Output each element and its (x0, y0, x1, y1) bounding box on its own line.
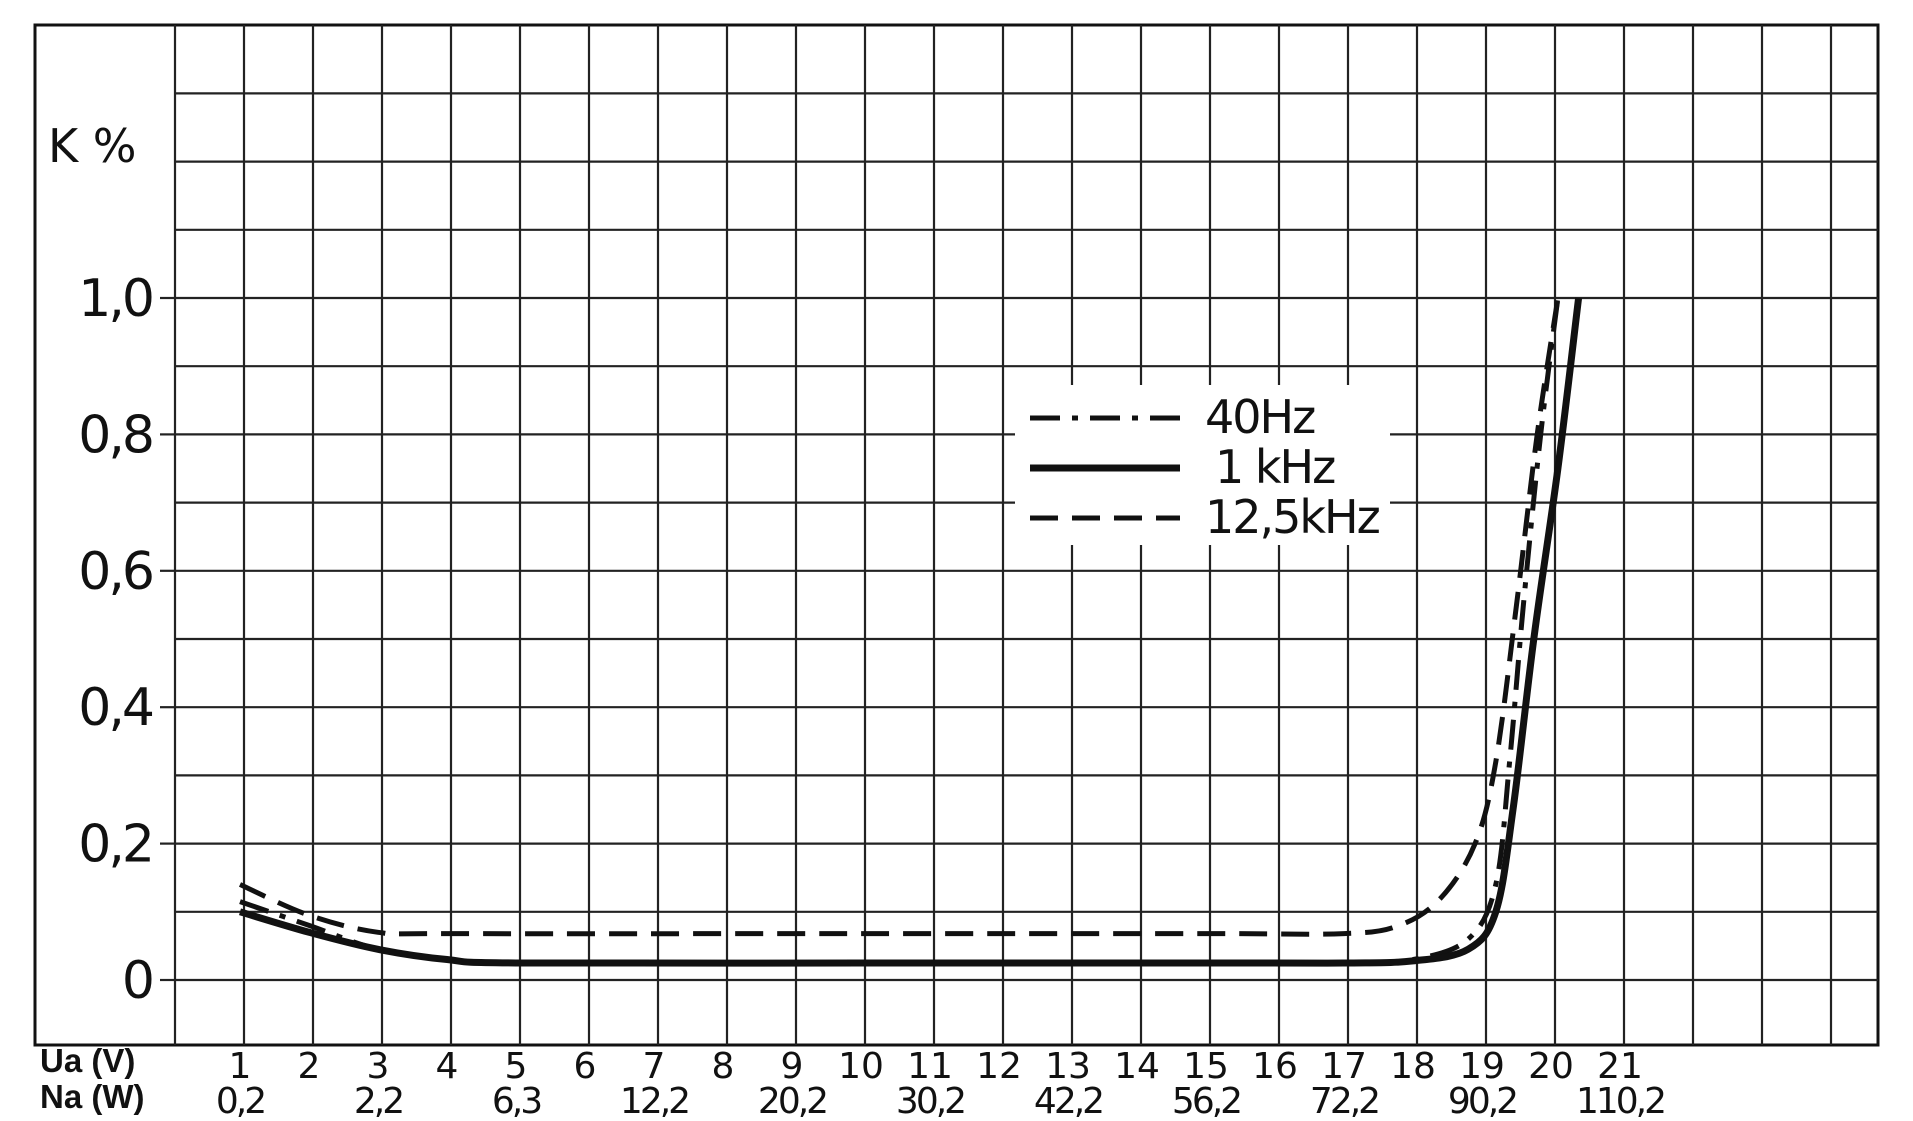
series-line-12-5khz (238, 297, 1561, 937)
x-tick-label-ua: 5 (505, 1046, 528, 1087)
x-tick-label-ua: 11 (907, 1046, 953, 1087)
x-tick-label-na: 2,2 (354, 1081, 402, 1121)
y-axis-label: K % (48, 119, 137, 173)
y-tick-label: 0,6 (78, 542, 152, 602)
x-tick-label-na: 0,2 (216, 1081, 264, 1121)
x-tick-label-ua: 15 (1183, 1046, 1229, 1087)
x-tick-label-ua: 20 (1528, 1046, 1574, 1087)
y-tick-label: 0,8 (78, 405, 152, 465)
x-tick-label-na: 20,2 (758, 1081, 826, 1121)
x-tick-label-ua: 6 (574, 1046, 597, 1087)
x-tick-label-ua: 16 (1252, 1046, 1298, 1087)
x-tick-label-na: 30,2 (896, 1081, 964, 1121)
x-tick-label-na: 90,2 (1448, 1081, 1516, 1121)
series-line-1-khz (239, 297, 1583, 967)
x-tick-label-ua: 1 (229, 1046, 252, 1087)
x-tick-label-na: 12,2 (620, 1081, 688, 1121)
x-tick-label-ua: 7 (643, 1046, 666, 1087)
x-tick-label-ua: 4 (436, 1046, 459, 1087)
x-tick-label-ua: 18 (1390, 1046, 1436, 1087)
x-tick-label-ua: 13 (1045, 1046, 1091, 1087)
x-tick-label-ua: 9 (781, 1046, 804, 1087)
chart-frame (33, 23, 1880, 1047)
x-tick-label-ua: 10 (838, 1046, 884, 1087)
x-tick-label-ua: 8 (712, 1046, 735, 1087)
x-tick-label-ua: 21 (1597, 1046, 1643, 1087)
y-tick-labels: 0 0,2 0,4 0,6 0,8 1,0 (78, 269, 156, 1011)
x-tick-label-ua: 14 (1114, 1046, 1160, 1087)
y-tick-label: 0 (122, 951, 152, 1011)
x-tick-labels: 1 2 3 4 5 6 7 8 9 10 11 12 13 14 15 16 17 18 19 20 210,2 2,2 6… (216, 1046, 1667, 1121)
grid (160, 25, 1878, 1045)
x-tick-label-ua: 2 (298, 1046, 321, 1087)
legend: 40Hz 1 kHz 12,5kHz (1015, 385, 1390, 545)
legend-label-12-5khz: 12,5kHz (1205, 490, 1380, 544)
y-tick-label: 0,2 (78, 815, 152, 875)
x-tick-label-ua: 17 (1321, 1046, 1367, 1087)
x-tick-label-ua: 3 (367, 1046, 390, 1087)
x-tick-label-na: 6,3 (492, 1081, 541, 1121)
y-tick-label: 0,4 (78, 678, 153, 738)
x-axis-label-na: Na (W) (40, 1078, 144, 1115)
legend-label-40hz: 40Hz (1205, 390, 1315, 444)
x-tick-label-ua: 19 (1459, 1046, 1505, 1087)
x-tick-label-ua: 12 (976, 1046, 1022, 1087)
y-tick-label: 1,0 (78, 269, 152, 329)
legend-label-1khz: 1 kHz (1215, 440, 1335, 494)
x-tick-label-na: 56,2 (1172, 1081, 1240, 1121)
x-axis-label-ua: Ua (V) (40, 1042, 135, 1079)
x-tick-label-na: 110,2 (1576, 1081, 1664, 1121)
x-tick-label-na: 42,2 (1034, 1081, 1102, 1121)
x-tick-label-na: 72,2 (1310, 1081, 1378, 1121)
series-layer (238, 297, 1583, 967)
series-line-40hz (239, 297, 1561, 966)
